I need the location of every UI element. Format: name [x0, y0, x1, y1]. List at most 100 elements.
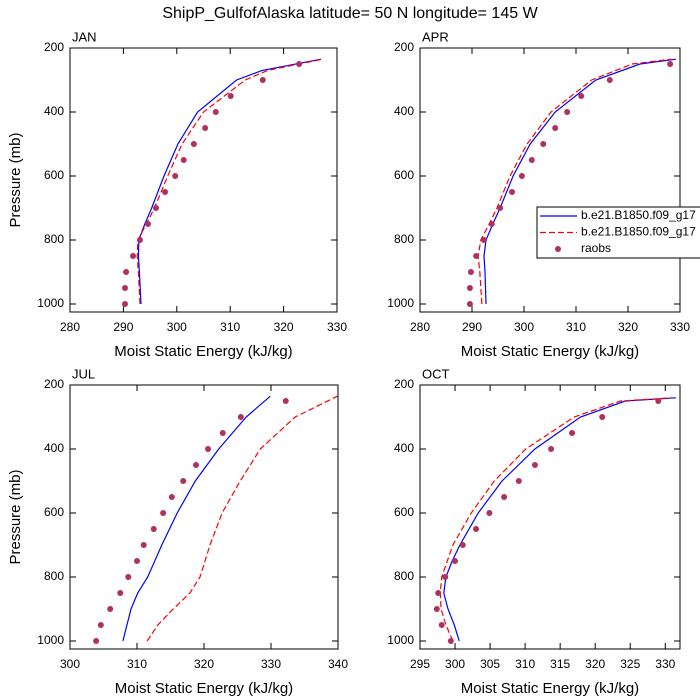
x-tick-label: 300 [167, 320, 187, 334]
x-tick-label: 280 [60, 320, 80, 334]
x-tick-label: 310 [127, 657, 147, 671]
model-line [137, 58, 322, 305]
raob-point [122, 301, 129, 307]
figure-title: ShipP_GulfofAlaska latitude= 50 N longit… [162, 5, 538, 22]
raob-point [205, 446, 212, 452]
x-tick-label: 315 [550, 657, 570, 671]
model-line [146, 395, 338, 642]
raob-point [466, 301, 473, 307]
x-axis-label: Moist Static Energy (kJ/kg) [461, 343, 639, 360]
raob-point [107, 606, 114, 612]
raob-point [192, 462, 199, 468]
raob-point [190, 141, 197, 147]
legend-label: raobs [581, 241, 611, 255]
x-tick-label: 325 [620, 657, 640, 671]
raob-point [130, 253, 137, 259]
y-tick-label: 800 [394, 232, 414, 246]
raob-point [227, 93, 234, 99]
raob-point [548, 446, 555, 452]
raob-point [540, 141, 547, 147]
panel-title: OCT [422, 366, 450, 381]
x-axis-label: Moist Static Energy (kJ/kg) [461, 680, 639, 697]
model-line [439, 397, 673, 642]
raob-point [122, 285, 129, 291]
y-tick-label: 200 [394, 377, 414, 391]
x-tick-label: 330 [670, 320, 690, 334]
raob-point [140, 542, 147, 548]
raob-point [667, 61, 674, 67]
raob-point [134, 558, 140, 564]
x-tick-label: 310 [515, 657, 535, 671]
y-tick-label: 1000 [387, 633, 414, 647]
raob-point [569, 430, 576, 436]
raob-point [488, 221, 495, 227]
raob-point [655, 398, 662, 404]
y-tick-label: 200 [44, 377, 64, 391]
x-tick-label: 330 [327, 320, 347, 334]
raob-point [435, 590, 442, 596]
raob-point [480, 237, 487, 243]
x-axis-label: Moist Static Energy (kJ/kg) [114, 343, 292, 360]
raob-point [282, 398, 289, 404]
raob-point [528, 157, 535, 163]
raob-point [486, 510, 493, 516]
y-tick-label: 800 [394, 569, 414, 583]
model-line [477, 58, 672, 305]
x-tick-label: 310 [566, 320, 586, 334]
raob-point [564, 109, 571, 115]
x-axis-label: Moist Static Energy (kJ/kg) [115, 680, 293, 697]
x-tick-label: 300 [445, 657, 465, 671]
y-tick-label: 400 [44, 441, 64, 455]
raob-point [552, 125, 559, 131]
raob-point [501, 494, 508, 500]
panel-title: JUL [72, 366, 95, 381]
plot-frame [69, 384, 339, 650]
raob-point [180, 478, 187, 484]
y-tick-label: 800 [44, 569, 64, 583]
raob-point [438, 622, 445, 628]
raob-point [172, 173, 179, 179]
y-tick-label: 400 [394, 441, 414, 455]
plot-frame [419, 47, 681, 313]
y-tick-label: 1000 [387, 296, 414, 310]
model-line [136, 58, 323, 305]
legend-label: b.e21.B1850.f09_g17 [581, 208, 696, 222]
raob-point [168, 494, 175, 500]
raob-point [259, 77, 266, 83]
raob-point [202, 125, 209, 131]
x-tick-label: 290 [462, 320, 482, 334]
raob-point [150, 526, 157, 532]
panel-title: APR [422, 29, 449, 44]
y-axis-label: Pressure (mb) [7, 132, 24, 227]
model-line [122, 395, 271, 642]
raob-point [136, 237, 143, 243]
raob-point [509, 189, 516, 195]
raob-point [459, 542, 466, 548]
raob-point [518, 173, 525, 179]
raob-point [180, 157, 187, 163]
plot-frame [419, 384, 681, 650]
raob-point [237, 414, 244, 420]
y-tick-label: 600 [44, 168, 64, 182]
plot-frame [69, 47, 338, 313]
raob-point [123, 269, 130, 275]
x-tick-label: 300 [514, 320, 534, 334]
raob-point [296, 61, 303, 67]
model-line [483, 58, 676, 305]
model-line [443, 397, 676, 642]
raob-point [606, 77, 613, 83]
raob-point [442, 574, 449, 580]
raob-point [97, 622, 104, 628]
raob-point [93, 638, 100, 644]
raob-point [117, 590, 124, 596]
raob-point [497, 205, 504, 211]
x-tick-label: 280 [410, 320, 430, 334]
raob-point [466, 285, 473, 291]
raob-point [433, 606, 440, 612]
raob-point [578, 93, 585, 99]
raob-point [152, 205, 159, 211]
x-tick-label: 295 [410, 657, 430, 671]
y-tick-label: 800 [44, 232, 64, 246]
raob-point [473, 526, 480, 532]
y-tick-label: 1000 [37, 296, 64, 310]
